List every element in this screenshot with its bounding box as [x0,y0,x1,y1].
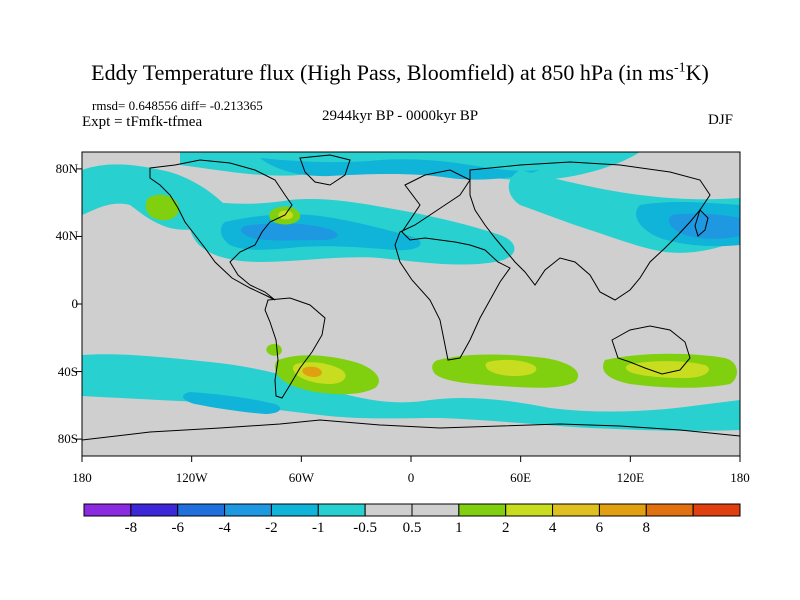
nh-pacific-positive [145,194,179,221]
greenland-coast [299,154,351,186]
nh-kuroshio-deep [668,213,740,239]
colorbar-label: -8 [124,520,138,536]
colorbar-label: 2 [501,520,510,536]
lon-label: 120E [616,470,645,485]
colorbar-label: -1 [312,520,325,536]
colorbar-swatch [411,503,460,517]
colorbar-label: 1 [455,520,463,536]
coastlines [82,154,740,441]
colorbar-swatch [505,503,554,517]
lon-label: 120W [175,470,208,485]
lon-label: 0 [407,470,415,485]
colorbar-swatch [224,503,272,517]
lat-label: 40S [57,363,78,379]
title-main: Eddy Temperature flux (High Pass, Bloomf… [91,60,674,85]
lat-label: 80S [57,431,78,447]
sh-indian-core [485,359,537,376]
axis-ticks [76,168,741,462]
colorbar-label: 4 [548,520,557,536]
lon-label: 180 [72,470,92,485]
colorbar-swatch [458,503,507,517]
colorbar-swatch [645,503,694,517]
japan-coast [694,209,709,237]
chart-title: Eddy Temperature flux (High Pass, Bloomf… [0,60,800,86]
colorbar-swatch [598,503,647,517]
south-america-coast [264,297,326,399]
colorbar-swatch [552,503,600,517]
colorbar-swatch [317,503,366,517]
antarctica-coast [82,419,740,441]
experiment-label: Expt = tFmfk-tfmea [82,114,203,130]
title-tail: K) [685,60,709,85]
lon-label: 60E [510,470,532,485]
colorbar-swatch [364,503,413,517]
sh-southern-ocean-band [82,354,740,431]
colorbar-swatch [130,503,179,517]
nh-gulf-positive-core [278,210,293,220]
season-label: DJF [708,112,734,128]
north-america-coast [149,159,293,301]
europe-africa-coast [394,169,511,361]
colorbar-label: 6 [595,520,604,536]
colorbar-swatch [83,503,132,517]
colorbar-label: -4 [218,520,231,536]
sh-pacific-negative [183,392,281,414]
period-label: 2944kyr BP - 0000kyr BP [321,108,479,124]
asia-coast [469,161,711,301]
sh-small-positive [266,343,282,356]
lon-label: 180 [730,470,750,485]
lat-label: 80N [55,160,78,176]
colorbar-label: -2 [265,520,278,536]
colorbar-label: -6 [171,520,184,536]
title-superscript: -1 [673,60,686,76]
sh-australia-core [625,361,709,378]
lat-label: 40N [55,228,78,244]
australia-coast [611,325,691,375]
colorbar [83,503,741,517]
lon-label: 60W [288,470,314,485]
lat-label: 0 [71,296,79,311]
colorbar-label: 8 [642,520,651,536]
map-field [82,152,740,456]
colorbar-swatch [177,503,226,517]
stats-text: rmsd= 0.648556 diff= -0.213365 [92,98,263,113]
sh-south-atlantic-peak [302,366,322,377]
colorbar-swatch [270,503,319,517]
colorbar-label: 0.5 [402,520,422,536]
colorbar-label: -0.5 [353,520,378,536]
colorbar-swatch [692,503,741,517]
